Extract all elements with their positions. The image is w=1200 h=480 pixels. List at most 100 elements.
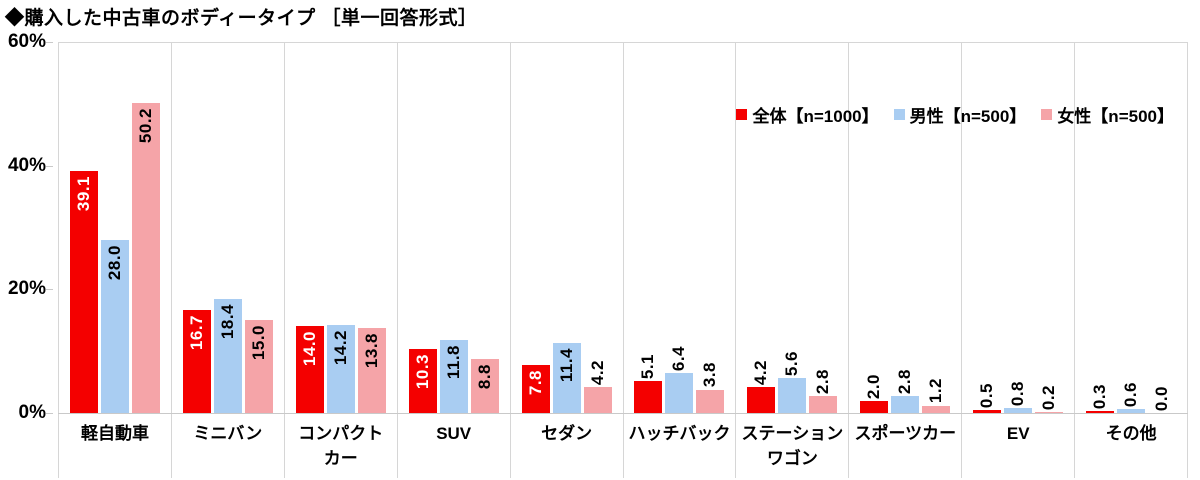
value-label: 13.8 (361, 332, 381, 368)
bar-male: 0.8 (1004, 381, 1033, 413)
bar-total: 7.8 (521, 364, 550, 413)
y-axis-tick-mark (46, 165, 53, 167)
y-axis-tick-label: 60% (7, 31, 46, 52)
bar-male: 14.2 (326, 325, 355, 413)
category-cell: 16.7 18.4 15.0 ミニバン (172, 43, 285, 478)
plot-area: 39.1 28.0 50.2 軽自動車 16.7 18.4 15.0 ミニバン 14.0 14.2… (58, 42, 1189, 478)
bar-total: 39.1 (69, 171, 98, 413)
bar-male: 11.8 (439, 340, 468, 413)
y-axis-tick-mark (46, 413, 53, 414)
bar-female: 50.2 (131, 102, 160, 413)
category-grid: 39.1 28.0 50.2 軽自動車 16.7 18.4 15.0 ミニバン 14.0 14.2… (58, 42, 1189, 478)
x-axis-line (58, 413, 1188, 414)
category-label: SUV (436, 424, 472, 443)
value-label: 0.8 (1008, 380, 1028, 407)
legend-item-total: 全体【n=1000】 (736, 102, 879, 127)
category-cell: 7.8 11.4 4.2 セダン (511, 43, 624, 478)
category-cell: 4.2 5.6 2.8 ステーション ワゴン (736, 42, 850, 478)
category-cell: 0.3 0.6 0.0 その他 (1075, 42, 1189, 478)
bar-female: 13.8 (357, 327, 386, 413)
bar-total: 0.3 (1086, 384, 1115, 413)
bar-total: 10.3 (408, 349, 437, 413)
bar-male: 28.0 (100, 239, 129, 413)
category-cell: 5.1 6.4 3.8 ハッチバック (624, 43, 737, 478)
value-label: 39.1 (73, 176, 93, 212)
value-label: 2.8 (813, 368, 833, 394)
category-label: セダン (541, 424, 593, 443)
legend-label: 女性【n=500】 (1057, 107, 1174, 126)
bar-group: 4.2 5.6 2.8 (736, 42, 848, 413)
value-label: 10.3 (412, 354, 432, 390)
legend-label: 全体【n=1000】 (752, 107, 879, 126)
legend-label: 男性【n=500】 (909, 107, 1027, 126)
chart-title: ◆購入した中古車のボディータイプ ［単一回答形式］ (5, 8, 478, 29)
bar-female: 2.8 (809, 369, 838, 413)
value-label: 0.5 (977, 382, 997, 408)
legend-swatch-icon (736, 109, 748, 120)
category-label: EV (1006, 424, 1030, 443)
bar-male: 0.6 (1117, 382, 1146, 413)
bar-female: 4.2 (583, 360, 612, 413)
value-label: 5.1 (638, 354, 658, 380)
y-axis-tick-mark (46, 289, 53, 291)
legend-item-female: 女性【n=500】 (1041, 102, 1174, 127)
value-label: 18.4 (217, 304, 237, 340)
value-label: 0.3 (1090, 384, 1110, 410)
value-label: 2.8 (895, 368, 915, 394)
y-axis-tick-label: 40% (7, 154, 46, 176)
bar-group: 0.3 0.6 0.0 (1075, 42, 1187, 413)
legend: 全体【n=1000】 男性【n=500】 女性【n=500】 (736, 102, 1174, 127)
bar-total: 4.2 (747, 360, 776, 413)
category-label: コンパクト カー (298, 424, 384, 468)
bar-female: 15.0 (244, 320, 273, 413)
bar-group: 14.0 14.2 13.8 (285, 42, 397, 413)
category-cell: 2.0 2.8 1.2 スポーツカー (849, 42, 963, 478)
value-label: 14.2 (330, 330, 350, 366)
value-label: 5.6 (782, 351, 802, 377)
bar-male: 18.4 (213, 299, 242, 413)
legend-item-male: 男性【n=500】 (893, 102, 1027, 127)
category-cell: 10.3 11.8 8.8 SUV (398, 43, 511, 478)
bar-female: 8.8 (470, 358, 499, 413)
bar-group: 5.1 6.4 3.8 (624, 42, 736, 413)
bar-male: 2.8 (891, 369, 920, 413)
bar-total: 0.5 (973, 383, 1002, 413)
value-label: 1.2 (926, 378, 946, 404)
bar-male: 5.6 (778, 351, 807, 413)
bar-group: 10.3 11.8 8.8 (398, 42, 510, 413)
y-axis-tick-label: 0% (18, 402, 46, 423)
value-label: 28.0 (104, 244, 124, 280)
bar-total: 5.1 (634, 354, 663, 413)
legend-swatch-icon (1041, 109, 1053, 120)
bar-female: 0.2 (1035, 385, 1064, 413)
category-label: 軽自動車 (80, 424, 149, 443)
value-label: 0.0 (1152, 385, 1172, 411)
bar-male: 6.4 (665, 346, 694, 413)
value-label: 50.2 (135, 107, 155, 143)
bar-group: 2.0 2.8 1.2 (849, 42, 961, 413)
y-axis-tick-label: 20% (7, 278, 46, 300)
bar-group: 39.1 28.0 50.2 (59, 42, 171, 413)
value-label: 16.7 (186, 314, 206, 350)
value-label: 8.8 (474, 363, 494, 389)
value-label: 2.0 (864, 373, 884, 399)
value-label: 4.2 (587, 359, 607, 386)
category-cell: 39.1 28.0 50.2 軽自動車 (59, 43, 172, 478)
category-cell: 14.0 14.2 13.8 コンパクト カー (285, 43, 398, 478)
category-label: ミニバン (193, 424, 263, 443)
category-label: その他 (1105, 424, 1157, 443)
bar-total: 14.0 (295, 326, 324, 413)
legend-swatch-icon (893, 109, 905, 120)
y-axis-tick-mark (46, 42, 53, 43)
value-label: 0.6 (1121, 382, 1141, 408)
value-label: 14.0 (299, 331, 319, 367)
bar-female: 3.8 (696, 362, 725, 413)
category-label: ハッチバック (628, 424, 731, 443)
bar-female: 1.2 (922, 378, 951, 413)
category-cell: 0.5 0.8 0.2 EV (962, 43, 1076, 478)
value-label: 4.2 (751, 359, 771, 386)
category-label: ステーション ワゴン (741, 424, 844, 468)
value-label: 7.8 (525, 369, 545, 395)
value-label: 11.8 (443, 345, 463, 380)
value-label: 15.0 (248, 325, 268, 361)
